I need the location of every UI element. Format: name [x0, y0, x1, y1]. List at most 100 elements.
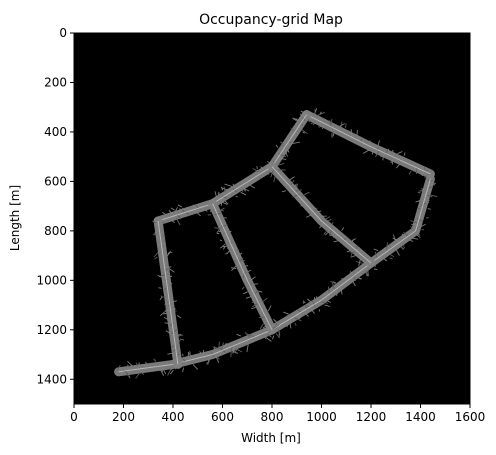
right-arc-noise	[417, 207, 421, 210]
right-arc-noise	[429, 183, 436, 186]
right-diagonal-noise	[341, 227, 345, 231]
right-arc-noise	[416, 234, 421, 239]
right-arc-noise	[267, 333, 272, 338]
left-vertical-noise	[182, 360, 189, 365]
middle-vertical-noise	[257, 290, 263, 293]
right-diagonal-noise	[295, 189, 302, 192]
right-arc-noise	[425, 194, 430, 202]
y-tick-label: 800	[44, 224, 67, 238]
upper-left-road-centerline	[157, 114, 308, 222]
middle-vertical-noise	[209, 205, 215, 213]
left-vertical-noise	[154, 256, 158, 260]
middle-vertical-noise	[243, 291, 248, 295]
right-arc-noise	[171, 367, 173, 371]
right-arc-noise	[235, 348, 243, 353]
right-arc-noise	[141, 372, 145, 376]
left-vertical-noise	[175, 333, 182, 337]
right-arc-noise	[247, 333, 255, 338]
upper-left-road-noise	[307, 116, 314, 120]
right-arc-noise	[392, 234, 397, 242]
right-arc-noise	[403, 245, 406, 249]
right-diagonal-noise	[304, 201, 311, 207]
right-arc-noise	[374, 251, 378, 258]
upper-left-road-noise	[260, 166, 265, 171]
road-network	[114, 108, 438, 379]
middle-vertical-noise	[214, 212, 223, 215]
top-road-noise	[392, 149, 395, 158]
left-vertical-noise	[178, 348, 181, 351]
left-vertical-noise	[177, 334, 184, 337]
top-road-noise	[371, 149, 375, 155]
left-vertical-noise	[160, 295, 164, 298]
top-road-noise	[310, 121, 315, 125]
right-diagonal-noise	[281, 190, 287, 193]
right-diagonal-noise	[296, 183, 298, 189]
middle-vertical-noise	[233, 260, 236, 262]
right-arc-noise	[315, 296, 319, 300]
right-arc-noise	[187, 352, 189, 360]
right-arc-noise	[389, 253, 395, 258]
top-road-noise	[344, 130, 347, 136]
right-arc-noise	[216, 356, 220, 360]
right-arc-noise	[386, 242, 388, 250]
upper-left-road-noise	[259, 177, 262, 180]
middle-vertical-noise	[232, 246, 237, 249]
right-arc-noise	[323, 292, 329, 299]
right-arc-noise	[427, 208, 431, 210]
right-diagonal-noise	[290, 179, 295, 186]
right-arc-noise	[373, 268, 378, 271]
upper-left-road-noise	[278, 157, 287, 160]
right-diagonal-noise	[317, 212, 321, 215]
right-arc-noise	[213, 346, 219, 350]
right-arc-noise	[332, 281, 336, 284]
x-tick-label: 800	[261, 410, 284, 424]
upper-left-road-noise	[307, 118, 310, 123]
right-arc-noise	[373, 248, 379, 252]
right-arc-noise	[294, 317, 302, 322]
left-vertical-centerline	[157, 220, 179, 365]
upper-left-road-noise	[182, 209, 185, 213]
right-diagonal-noise	[329, 234, 338, 237]
right-arc-noise	[307, 298, 313, 304]
right-arc-noise	[220, 342, 224, 351]
right-diagonal-noise	[350, 250, 354, 253]
upper-left-road-noise	[192, 204, 196, 210]
right-arc-noise	[410, 220, 418, 224]
left-vertical-noise	[153, 222, 158, 226]
right-arc-noise	[141, 364, 146, 371]
left-vertical-noise	[172, 320, 176, 323]
right-arc-noise	[324, 304, 331, 307]
middle-vertical-centerline	[212, 203, 273, 331]
upper-left-road-noise	[217, 191, 221, 195]
left-vertical-noise	[152, 234, 156, 236]
top-road-noise	[321, 126, 325, 129]
right-diagonal-noise	[266, 169, 272, 173]
left-vertical-noise	[164, 322, 170, 325]
top-road-noise	[344, 123, 347, 128]
top-road-noise	[382, 152, 385, 161]
top-road-noise	[368, 140, 371, 146]
left-vertical-noise	[167, 251, 171, 254]
right-arc-noise	[332, 282, 335, 289]
upper-left-road-noise	[168, 209, 175, 217]
right-arc-noise	[430, 181, 436, 185]
middle-vertical-noise	[218, 230, 224, 233]
top-road-noise	[408, 170, 412, 175]
middle-vertical-noise	[239, 257, 244, 262]
y-tick-label: 400	[44, 125, 67, 139]
left-vertical-noise	[171, 345, 174, 348]
right-diagonal-noise	[350, 254, 358, 258]
right-arc-noise	[302, 300, 306, 304]
right-arc-noise	[421, 188, 425, 191]
right-arc-noise	[321, 301, 328, 304]
right-arc-noise	[330, 280, 337, 285]
right-arc-noise	[125, 372, 131, 379]
y-tick-label: 1200	[36, 323, 67, 337]
upper-left-road-noise	[170, 207, 175, 211]
middle-vertical-noise	[235, 247, 238, 251]
middle-vertical-noise	[259, 309, 264, 312]
right-diagonal-noise	[302, 191, 310, 197]
upper-left-road-noise	[288, 142, 290, 146]
upper-left-road-noise	[223, 199, 229, 205]
x-tick-label: 200	[112, 410, 135, 424]
